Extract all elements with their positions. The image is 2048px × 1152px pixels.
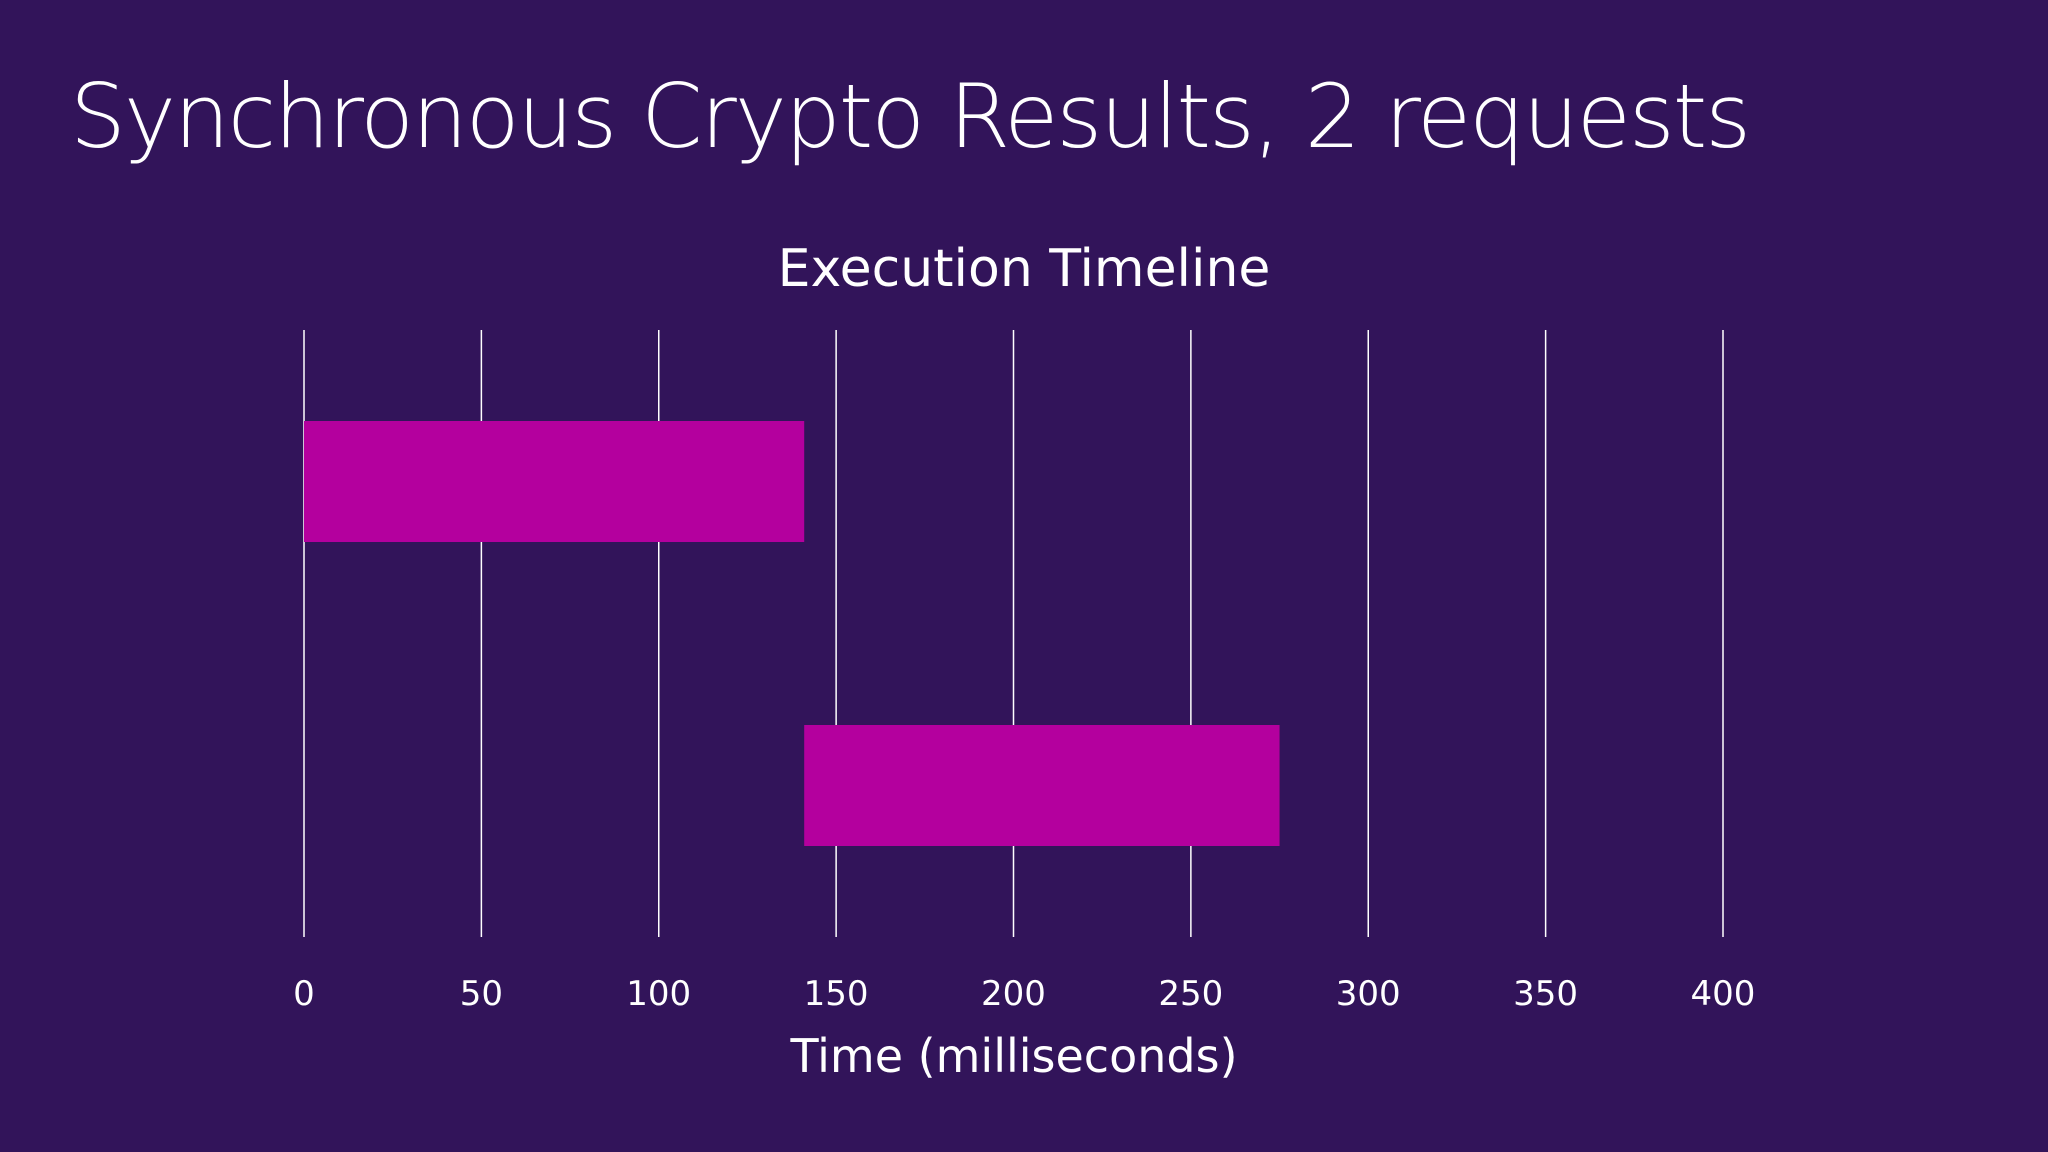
x-tick-label-300: 300 (1336, 974, 1401, 1014)
x-tick-label-250: 250 (1158, 974, 1223, 1014)
chart-title: Execution Timeline (778, 239, 1271, 299)
bars (304, 421, 1280, 846)
x-axis-label: Time (milliseconds) (789, 1029, 1237, 1083)
x-tick-label-400: 400 (1691, 974, 1756, 1014)
x-tick-label-150: 150 (804, 974, 869, 1014)
x-tick-label-0: 0 (293, 974, 315, 1014)
x-axis-tick-labels: 0 50 100 150 200 250 300 350 400 (293, 974, 1755, 1014)
timeline-bar-1 (304, 421, 805, 542)
slide-title: Synchronous Crypto Results, 2 requests (70, 65, 1751, 168)
timeline-bar-2 (804, 725, 1280, 846)
x-tick-label-350: 350 (1513, 974, 1578, 1014)
x-tick-label-100: 100 (626, 974, 691, 1014)
x-tick-label-200: 200 (981, 974, 1046, 1014)
x-tick-label-50: 50 (460, 974, 503, 1014)
